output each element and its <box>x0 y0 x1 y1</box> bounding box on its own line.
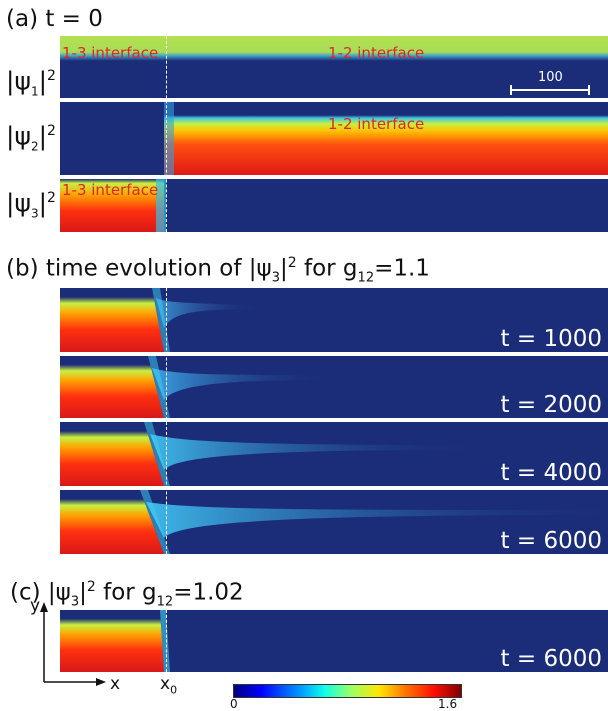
colorbar <box>233 684 462 698</box>
label-1-3-interface-top: 1-3 interface <box>62 44 159 62</box>
label-1-2-interface-top: 1-2 interface <box>328 44 425 62</box>
panel-psi1-t0: 1-3 interface 1-2 interface 100 <box>60 36 608 98</box>
psi3-label: |ψ3|2 <box>6 188 56 221</box>
xy-axes <box>40 602 106 686</box>
panel-g102-t6000: t = 6000 <box>60 610 608 672</box>
x0-dashed-line-b <box>166 288 167 554</box>
panel-psi2-t0: 1-2 interface <box>60 102 608 175</box>
time-label-c-6000: t = 6000 <box>500 646 602 672</box>
section-c-title: (c) |ψ3|2 for g12=1.02 <box>10 579 244 610</box>
time-label-1000: t = 1000 <box>500 326 602 352</box>
x0-label: x0 <box>160 674 178 697</box>
scalebar <box>510 89 590 91</box>
psi1-label: |ψ1|2 <box>6 66 56 99</box>
x0-dashed-line-c <box>166 610 167 672</box>
section-a-title: (a) t = 0 <box>6 6 103 32</box>
panel-t2000: t = 2000 <box>60 356 608 418</box>
section-b-title: (b) time evolution of |ψ3|2 for g12=1.1 <box>6 255 430 286</box>
time-label-4000: t = 4000 <box>500 460 602 486</box>
axis-y-label: y <box>30 596 41 616</box>
time-label-2000: t = 2000 <box>500 392 602 418</box>
colorbar-max-label: 1.6 <box>438 697 458 711</box>
axis-x-label: x <box>110 674 121 694</box>
label-1-2-interface-mid: 1-2 interface <box>328 115 425 133</box>
scalebar-end-left <box>510 85 512 95</box>
scalebar-end-right <box>588 85 590 95</box>
panel-t4000: t = 4000 <box>60 422 608 486</box>
colorbar-min-label: 0 <box>230 697 238 711</box>
panel-t1000: t = 1000 <box>60 288 608 352</box>
panel-psi3-t0: 1-3 interface <box>60 179 608 232</box>
panel-t6000: t = 6000 <box>60 490 608 554</box>
psi2-label: |ψ2|2 <box>6 121 56 154</box>
scalebar-label: 100 <box>538 70 563 85</box>
time-label-6000: t = 6000 <box>500 528 602 554</box>
label-1-3-interface-bottom: 1-3 interface <box>62 181 159 199</box>
x0-dashed-line-a <box>166 36 167 232</box>
